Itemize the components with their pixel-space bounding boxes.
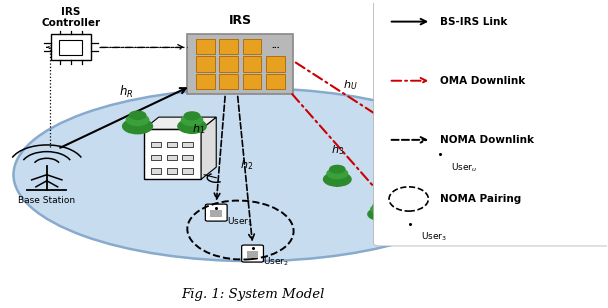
Bar xyxy=(151,155,161,160)
FancyBboxPatch shape xyxy=(206,204,227,221)
FancyBboxPatch shape xyxy=(399,221,421,238)
Bar xyxy=(51,34,91,60)
Bar xyxy=(60,40,83,55)
Text: IRS: IRS xyxy=(229,14,252,27)
Text: User$_1$: User$_1$ xyxy=(227,215,254,228)
Bar xyxy=(167,168,177,174)
Circle shape xyxy=(327,168,348,179)
Text: $h_2$: $h_2$ xyxy=(240,159,254,172)
Circle shape xyxy=(126,114,149,125)
Text: NOMA Pairing: NOMA Pairing xyxy=(440,194,522,204)
Bar xyxy=(404,227,416,233)
Text: IRS
Controller: IRS Controller xyxy=(41,7,100,28)
FancyBboxPatch shape xyxy=(187,34,294,94)
Bar xyxy=(167,142,177,147)
Circle shape xyxy=(368,208,392,220)
Bar xyxy=(196,74,215,89)
Text: $h_R$: $h_R$ xyxy=(119,84,134,100)
Bar xyxy=(243,74,261,89)
Circle shape xyxy=(373,202,386,209)
Bar xyxy=(196,56,215,72)
Bar xyxy=(182,142,193,147)
Bar xyxy=(266,56,285,72)
Text: $h_1$: $h_1$ xyxy=(192,122,206,136)
Ellipse shape xyxy=(13,88,492,261)
FancyBboxPatch shape xyxy=(373,0,608,246)
Text: User$_2$: User$_2$ xyxy=(263,255,289,268)
FancyBboxPatch shape xyxy=(429,151,451,168)
Text: NOMA Downlink: NOMA Downlink xyxy=(440,135,534,145)
Bar xyxy=(219,39,238,54)
Text: Fig. 1: System Model: Fig. 1: System Model xyxy=(181,288,324,301)
Circle shape xyxy=(181,115,202,126)
Text: $h_U$: $h_U$ xyxy=(344,78,358,92)
Circle shape xyxy=(130,111,146,120)
Bar xyxy=(151,142,161,147)
Bar xyxy=(143,129,201,179)
Polygon shape xyxy=(201,117,216,179)
Text: ...: ... xyxy=(271,41,280,50)
Bar xyxy=(167,155,177,160)
Bar xyxy=(182,168,193,174)
Bar xyxy=(219,74,238,89)
Bar xyxy=(151,168,161,174)
Circle shape xyxy=(371,205,389,213)
Circle shape xyxy=(330,165,345,173)
Circle shape xyxy=(184,112,200,120)
Bar xyxy=(182,155,193,160)
Circle shape xyxy=(178,119,206,133)
Bar xyxy=(266,74,285,89)
Polygon shape xyxy=(143,117,216,129)
Text: Base Station: Base Station xyxy=(18,196,75,205)
Bar xyxy=(434,157,446,164)
Bar xyxy=(247,251,258,257)
Bar xyxy=(243,56,261,72)
Bar xyxy=(243,39,261,54)
Bar xyxy=(196,39,215,54)
Text: OMA Downlink: OMA Downlink xyxy=(440,76,525,86)
FancyBboxPatch shape xyxy=(241,245,263,262)
Circle shape xyxy=(123,119,153,134)
Bar xyxy=(219,56,238,72)
Circle shape xyxy=(323,172,351,186)
Text: User$_u$: User$_u$ xyxy=(451,161,477,174)
Text: BS-IRS Link: BS-IRS Link xyxy=(440,17,508,26)
Bar xyxy=(210,210,222,217)
Text: User$_3$: User$_3$ xyxy=(421,231,447,243)
Text: $h_3$: $h_3$ xyxy=(331,144,345,157)
